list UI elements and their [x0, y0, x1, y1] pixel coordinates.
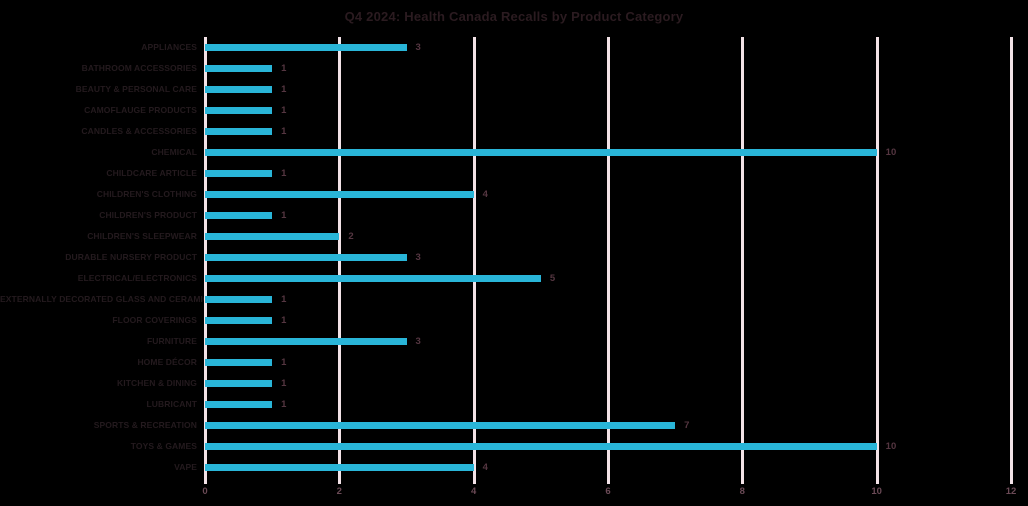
category-label: CHILDREN'S CLOTHING [96, 189, 197, 199]
bar [205, 44, 407, 51]
bar [205, 401, 273, 408]
category-label: TOYS & GAMES [130, 441, 197, 451]
bar [205, 359, 273, 366]
bar [205, 86, 273, 93]
category-label: LUBRICANT [146, 399, 197, 409]
bar [205, 65, 273, 72]
category-label: CHILDREN'S SLEEPWEAR [87, 231, 197, 241]
plot-area: 3 1 1 1 1 10 1 4 1 2 3 5 1 1 3 1 1 1 7 10 4 [204, 37, 1013, 484]
category-label: CANDLES & ACCESSORIES [81, 126, 197, 136]
value-label: 3 [415, 336, 421, 347]
gridline-x-12 [1010, 37, 1013, 484]
value-label: 1 [281, 126, 287, 137]
bar [205, 464, 474, 471]
x-axis-tick-labels: 0 2 4 6 8 10 12 [202, 486, 1016, 502]
bar [205, 233, 340, 240]
value-label: 1 [281, 63, 287, 74]
category-label: VAPE [174, 462, 197, 472]
x-tick-label-10: 10 [871, 486, 882, 497]
bar [205, 191, 474, 198]
category-label: DURABLE NURSERY PRODUCT [65, 252, 197, 262]
value-label: 1 [281, 105, 287, 116]
value-label: 1 [281, 357, 287, 368]
value-label: 10 [885, 441, 897, 452]
bar [205, 317, 273, 324]
gridline-x-10 [875, 37, 879, 484]
value-label: 1 [281, 315, 287, 326]
value-label: 10 [885, 147, 897, 158]
value-label: 4 [482, 462, 488, 473]
bar [205, 422, 676, 429]
category-label: SPORTS & RECREATION [93, 420, 197, 430]
gridline-x-6 [607, 37, 610, 484]
value-label: 1 [281, 168, 287, 179]
value-label: 1 [281, 210, 287, 221]
category-label: BATHROOM ACCESSORIES [81, 63, 197, 73]
x-tick-label-8: 8 [739, 486, 745, 497]
x-tick-label-4: 4 [471, 486, 477, 497]
category-label: EXTERNALLY DECORATED GLASS AND CERAMICS [0, 294, 216, 304]
value-label: 1 [281, 294, 287, 305]
x-tick-label-0: 0 [202, 486, 208, 497]
value-label: 1 [281, 399, 287, 410]
category-label: HOME DÉCOR [137, 357, 197, 367]
category-label: ELECTRICAL/ELECTRONICS [77, 273, 197, 283]
value-label: 3 [415, 252, 421, 263]
value-label: 1 [281, 378, 287, 389]
category-label: FLOOR COVERINGS [112, 315, 197, 325]
category-label: FURNITURE [146, 336, 197, 346]
value-label: 2 [348, 231, 354, 242]
category-label: CAMOFLAUGE PRODUCTS [84, 105, 197, 115]
value-label: 4 [482, 189, 488, 200]
bar [205, 254, 407, 261]
x-tick-label-6: 6 [605, 486, 611, 497]
bar [205, 338, 407, 345]
category-label: APPLIANCES [141, 42, 197, 52]
x-tick-label-12: 12 [1005, 486, 1017, 497]
gridline-x-8 [741, 37, 745, 484]
category-label: CHEMICAL [151, 147, 197, 157]
category-label: CHILDCARE ARTICLE [106, 168, 197, 178]
value-label: 7 [684, 420, 690, 431]
bar [205, 296, 273, 303]
bar [205, 443, 877, 450]
category-label: KITCHEN & DINING [117, 378, 197, 388]
chart-title: Q4 2024: Health Canada Recalls by Produc… [344, 9, 684, 24]
category-label: CHILDREN'S PRODUCT [99, 210, 197, 220]
x-tick-label-2: 2 [336, 486, 342, 497]
gridline-x-4 [472, 37, 476, 484]
bar [205, 149, 877, 156]
bar [205, 380, 273, 387]
value-label: 3 [415, 42, 421, 53]
bar [205, 128, 273, 135]
bar [205, 170, 273, 177]
y-axis-category-labels: APPLIANCES BATHROOM ACCESSORIES BEAUTY & P… [0, 37, 216, 478]
value-label: 5 [549, 273, 556, 284]
value-label: 1 [281, 84, 287, 95]
bar [205, 212, 273, 219]
bar [205, 275, 541, 282]
category-label: BEAUTY & PERSONAL CARE [75, 84, 197, 94]
bar [205, 107, 273, 114]
